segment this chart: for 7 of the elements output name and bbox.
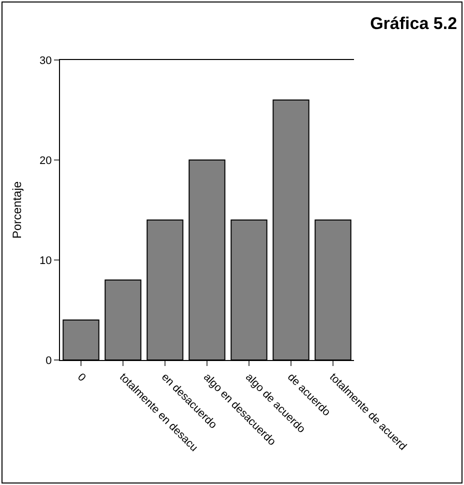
x-tick-label: 0 <box>74 371 88 384</box>
y-tick-label: 20 <box>40 154 52 167</box>
y-axis-title: Porcentaje <box>10 180 24 239</box>
y-tick-label: 0 <box>46 354 52 367</box>
y-tick-label: 10 <box>40 254 52 267</box>
text: Gráfica 5.2 <box>370 14 458 33</box>
y-tick-label: 30 <box>40 54 52 67</box>
